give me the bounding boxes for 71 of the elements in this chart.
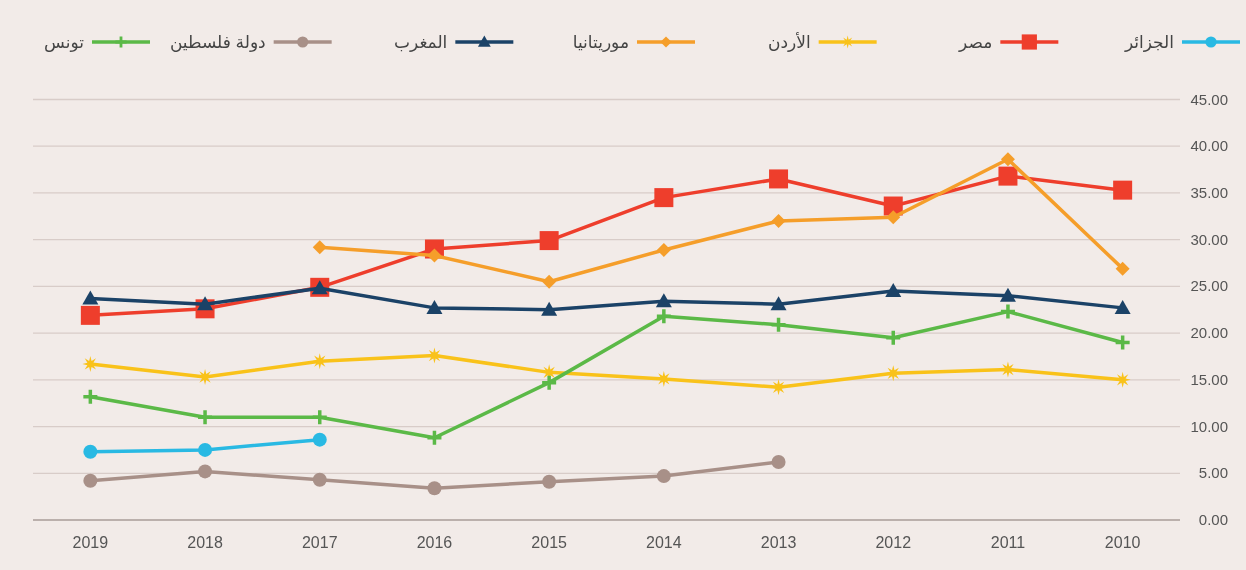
point (539, 231, 559, 251)
legend-label: المغرب (394, 33, 448, 52)
x-tick-label: 2010 (1104, 534, 1141, 551)
point (312, 240, 327, 255)
y-tick-label: 15.00 (1190, 370, 1228, 388)
x-tick-label: 2018 (187, 534, 223, 551)
legend-label: الجزائر (1123, 33, 1174, 52)
point (885, 283, 902, 298)
point (80, 305, 100, 325)
point (1115, 261, 1130, 276)
point (999, 287, 1016, 302)
point (771, 213, 786, 228)
point (1114, 299, 1131, 314)
point (771, 455, 786, 470)
point (196, 408, 214, 426)
point (884, 329, 902, 347)
point (655, 307, 673, 326)
point (83, 473, 98, 488)
legend-label: دولة فلسطين (169, 33, 266, 52)
y-tick-label: 10.00 (1190, 417, 1228, 435)
point (769, 315, 788, 334)
x-tick-label: 2017 (301, 534, 338, 551)
point (998, 166, 1018, 186)
point (425, 429, 444, 447)
point (311, 408, 329, 426)
y-tick-label: 30.00 (1190, 230, 1228, 248)
x-tick-label: 2013 (760, 534, 797, 551)
point (542, 274, 557, 289)
legend-label: مصر (958, 33, 993, 52)
point (655, 293, 672, 308)
point (886, 210, 901, 225)
point (1113, 180, 1133, 200)
y-tick-label: 35.00 (1190, 183, 1228, 201)
point (654, 188, 674, 208)
point (656, 242, 671, 257)
x-tick-label: 2016 (416, 534, 453, 551)
point (311, 353, 328, 370)
point (1000, 152, 1015, 167)
point (426, 299, 443, 314)
legend-label: تونس (44, 33, 85, 52)
point (83, 444, 98, 459)
point (81, 387, 100, 406)
point (197, 369, 214, 386)
y-tick-label: 25.00 (1190, 277, 1228, 295)
point (542, 474, 557, 489)
point (769, 169, 789, 189)
point (312, 472, 327, 487)
x-tick-label: 2014 (646, 534, 682, 551)
x-tick-label: 2012 (875, 534, 912, 551)
point (770, 296, 787, 311)
point (656, 469, 671, 484)
y-tick-label: 0.00 (1198, 511, 1228, 528)
point (1113, 333, 1132, 352)
point (540, 373, 558, 392)
y-tick-label: 20.00 (1190, 324, 1228, 342)
point (82, 290, 99, 305)
point (999, 302, 1017, 321)
point (198, 442, 213, 457)
x-tick-label: 2019 (72, 534, 109, 551)
point (198, 464, 213, 479)
x-tick-label: 2015 (531, 534, 568, 551)
point (541, 301, 558, 316)
y-tick-label: 45.00 (1190, 90, 1228, 108)
x-tick-label: 2011 (990, 534, 1026, 551)
legend-label: موريتانيا (572, 33, 629, 52)
legend-label: الأردن (767, 32, 811, 52)
point (312, 432, 327, 447)
point (197, 296, 214, 311)
y-tick-label: 40.00 (1190, 137, 1228, 155)
y-tick-label: 5.00 (1198, 464, 1228, 482)
point (427, 481, 442, 496)
